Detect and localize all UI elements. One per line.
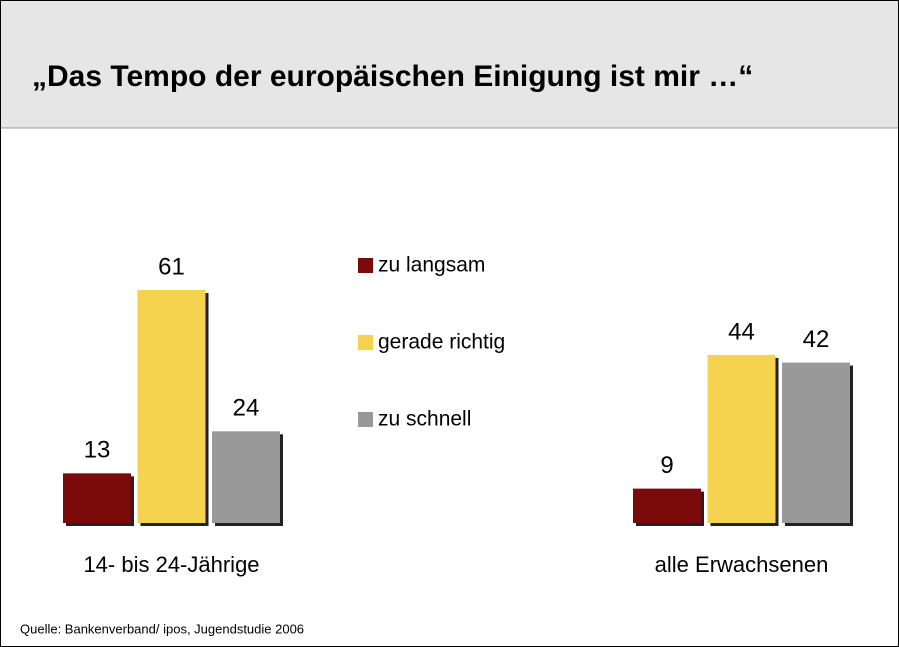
bar (63, 473, 131, 523)
legend-swatch (358, 335, 373, 350)
bar (707, 354, 776, 523)
data-label: 9 (660, 452, 673, 479)
source: Quelle: Bankenverband/ ipos, Jugendstudi… (20, 621, 304, 636)
bar (137, 290, 206, 523)
data-label: 42 (803, 326, 830, 353)
x-tick-label: 14- bis 24-Jährige (83, 552, 259, 577)
legend-swatch (358, 412, 373, 427)
legend-label: zu langsam (378, 254, 485, 277)
bar (782, 362, 850, 523)
data-label: 61 (158, 253, 185, 280)
data-label: 44 (728, 318, 755, 345)
bar (633, 488, 701, 523)
x-tick-label: alle Erwachsenen (655, 552, 829, 577)
legend-swatch (358, 258, 373, 273)
title-band (1, 1, 898, 128)
data-label: 24 (233, 395, 260, 422)
legend-label: zu schnell (378, 408, 471, 431)
bar (212, 431, 280, 523)
data-label: 13 (84, 437, 111, 464)
legend-label: gerade richtig (378, 331, 505, 354)
chart-title: „Das Tempo der europäischen Einigung ist… (32, 60, 753, 93)
